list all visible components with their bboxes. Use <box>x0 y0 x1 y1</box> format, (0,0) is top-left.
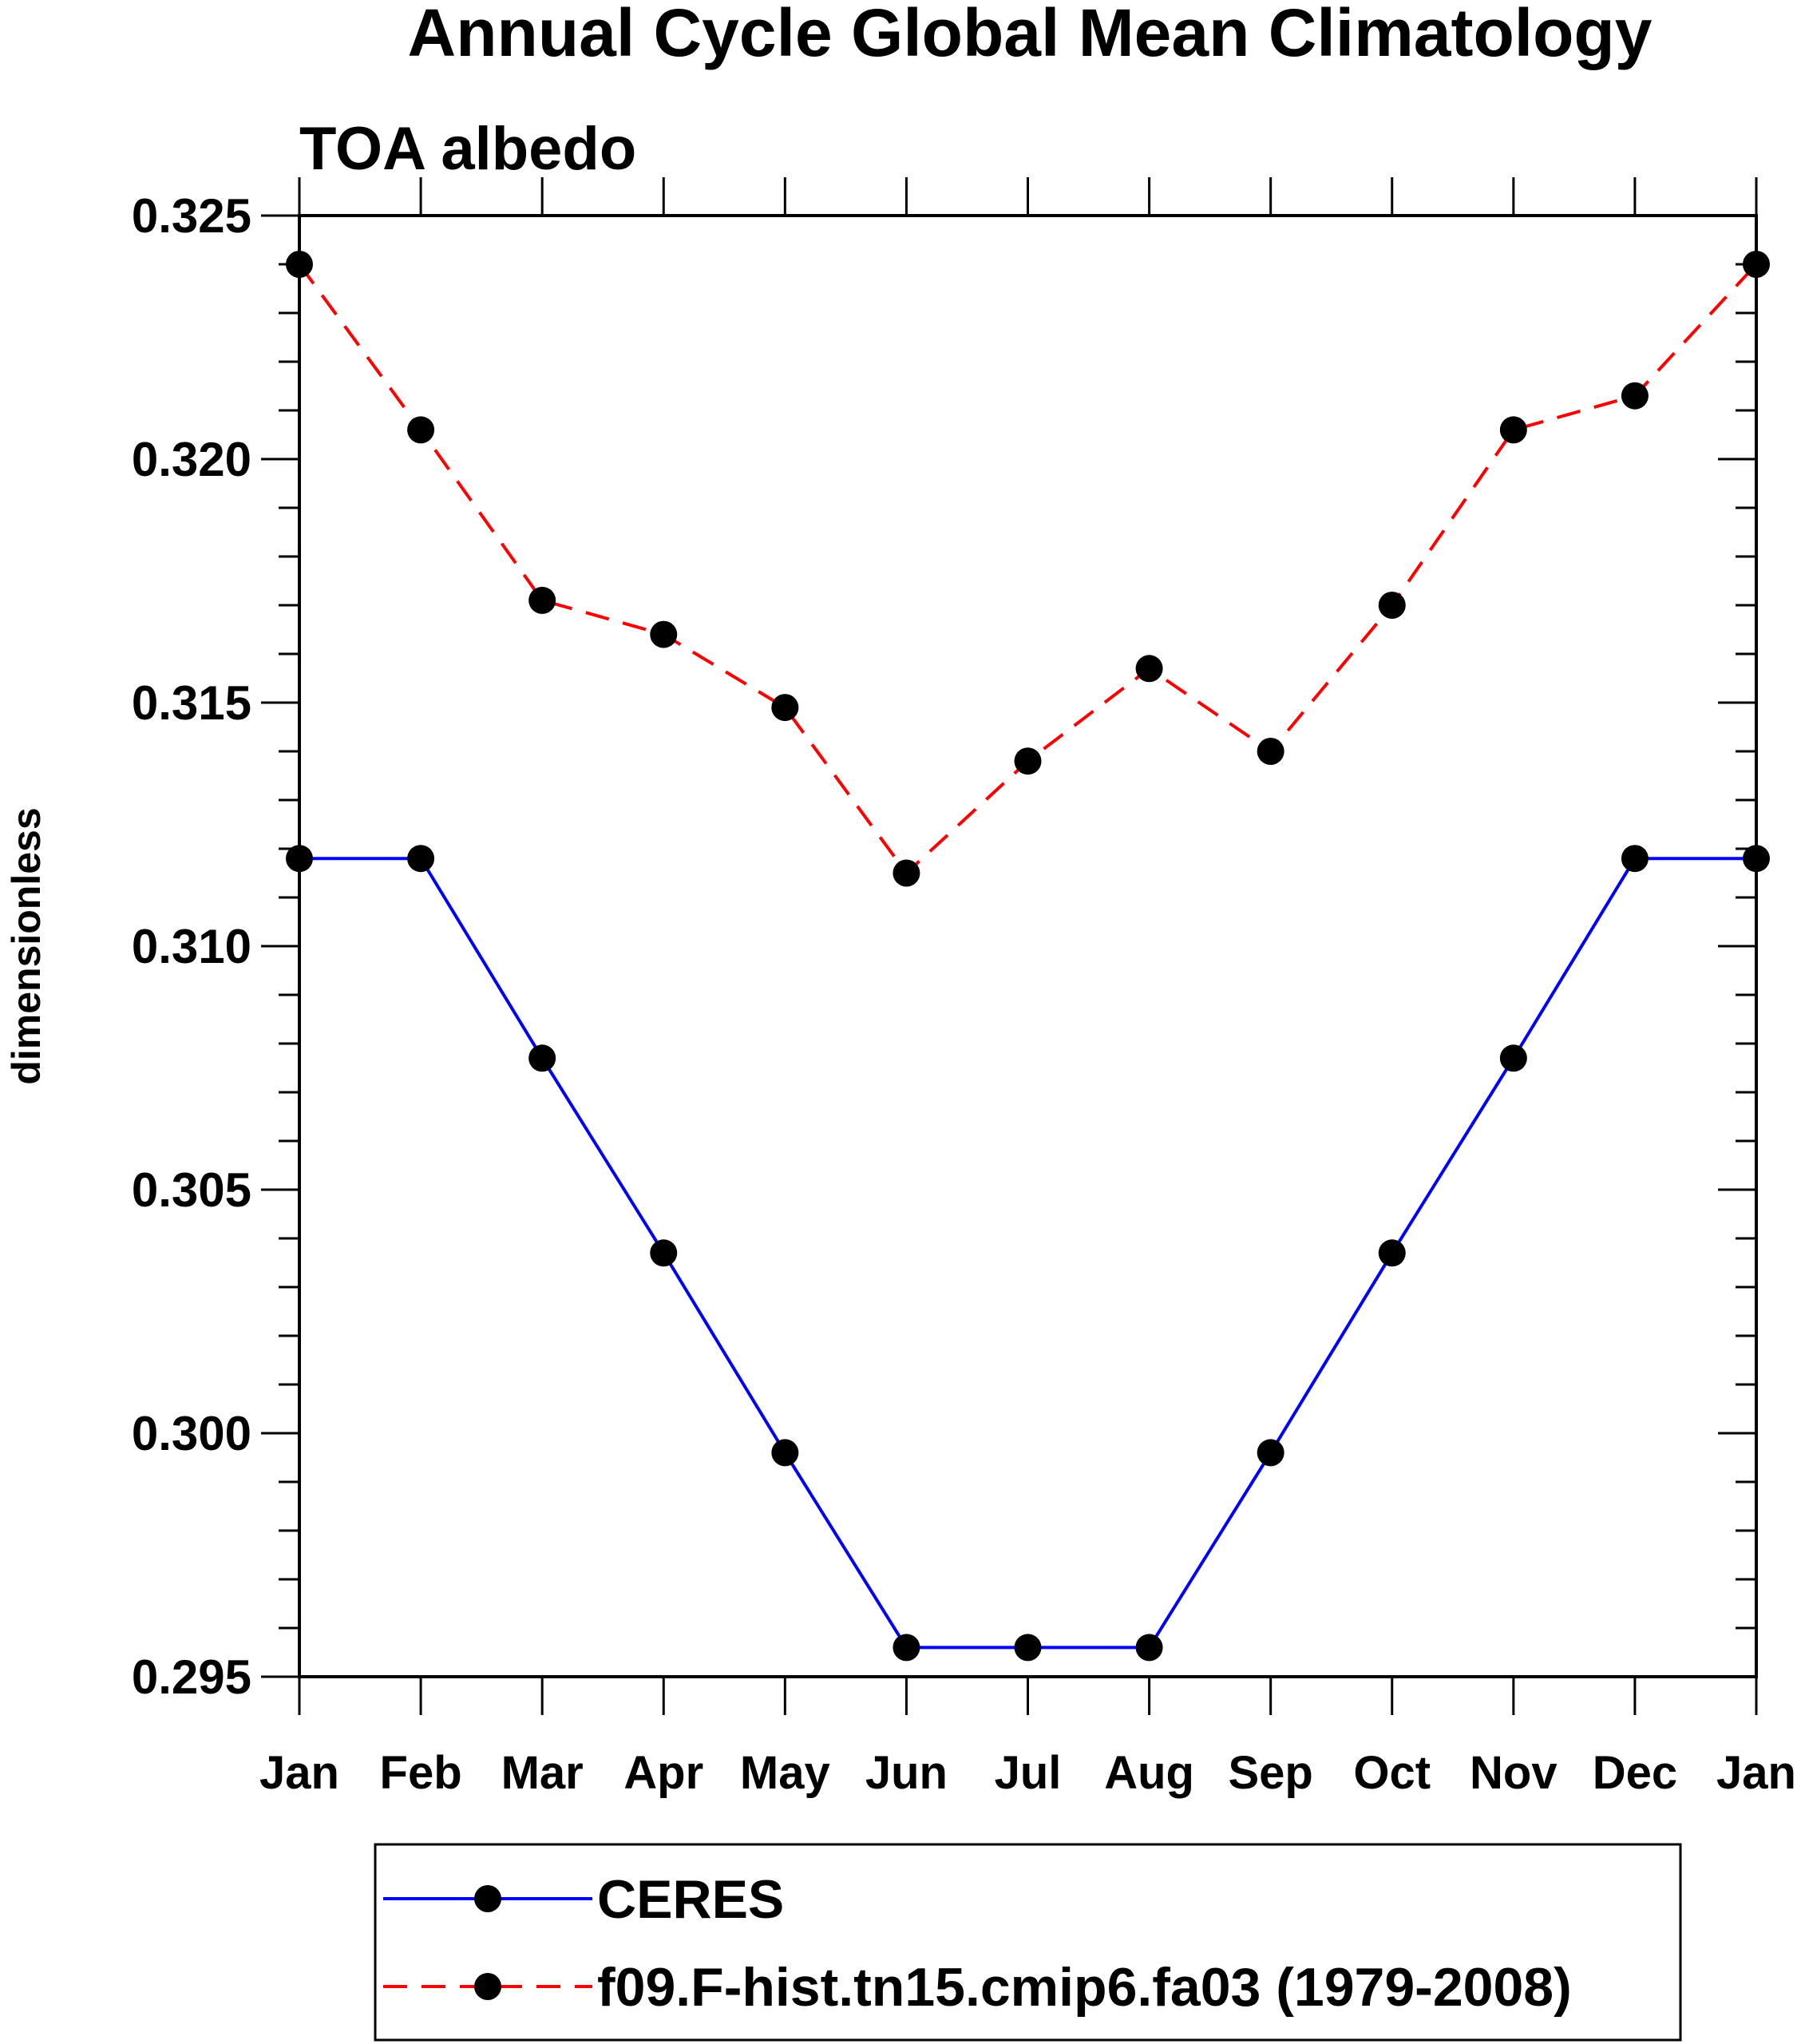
model-point <box>893 859 920 887</box>
x-tick-label: Aug <box>1104 1747 1194 1799</box>
x-tick-label: Jan <box>259 1747 339 1799</box>
plot-frame <box>298 214 1758 1678</box>
x-tick-label: Dec <box>1593 1747 1677 1799</box>
ceres-point <box>1621 845 1649 873</box>
chart-title: Annual Cycle Global Mean Climatology <box>408 0 1653 70</box>
axis-ticks <box>261 177 1758 1715</box>
x-tick-label: Sep <box>1228 1747 1312 1799</box>
ceres-line <box>299 857 1756 1650</box>
x-tick-label: Jun <box>865 1747 948 1799</box>
ceres-point <box>650 1239 678 1267</box>
x-tick-label: Jul <box>995 1747 1062 1799</box>
series-lines <box>298 263 1758 1650</box>
model-point <box>1014 747 1042 775</box>
y-tick-labels: 0.295 0.300 0.305 0.310 0.315 0.320 0.325 <box>132 189 251 1704</box>
ceres-point <box>1257 1439 1284 1467</box>
y-tick-label: 0.300 <box>132 1407 251 1460</box>
model-point <box>1378 592 1406 619</box>
chart-subtitle: TOA albedo <box>299 115 636 183</box>
legend-ceres-marker <box>474 1885 501 1912</box>
ceres-point <box>1014 1634 1042 1662</box>
x-tick-label: Feb <box>380 1747 462 1799</box>
y-axis-label: dimensionless <box>4 807 49 1084</box>
legend-box <box>374 1843 1682 2042</box>
x-tick-label: May <box>740 1747 830 1799</box>
x-tick-label: Mar <box>501 1747 584 1799</box>
model-point <box>1621 382 1649 410</box>
legend-ceres-label: CERES <box>597 1869 784 1930</box>
model-point <box>1257 738 1284 765</box>
ceres-point <box>1499 1044 1527 1072</box>
model-point <box>650 620 678 648</box>
model-point <box>1135 655 1163 683</box>
ceres-point <box>1378 1239 1406 1267</box>
ceres-point <box>528 1044 556 1072</box>
model-point <box>1499 416 1527 444</box>
ceres-point <box>771 1439 799 1467</box>
x-tick-label: Oct <box>1353 1747 1431 1799</box>
y-tick-label: 0.305 <box>132 1163 251 1217</box>
ceres-point <box>407 845 435 873</box>
legend: CERES f09.F-hist.tn15.cmip6.fa03 (1979-2… <box>374 1843 1682 2042</box>
x-tick-label: Nov <box>1470 1747 1558 1799</box>
legend-model-label: f09.F-hist.tn15.cmip6.fa03 (1979-2008) <box>597 1957 1572 2018</box>
ceres-point <box>893 1634 920 1662</box>
y-tick-label: 0.315 <box>132 676 251 730</box>
y-tick-label: 0.325 <box>132 189 251 243</box>
model-point <box>407 416 435 444</box>
ceres-point <box>1135 1634 1163 1662</box>
model-point <box>771 694 799 722</box>
x-tick-label: Apr <box>623 1747 703 1799</box>
y-tick-label: 0.320 <box>132 433 251 486</box>
model-point <box>528 586 556 614</box>
series-points <box>286 251 1770 1662</box>
x-tick-labels: Jan Feb Mar Apr May Jun Jul Aug Sep Oct Nov Dec Jan <box>259 1747 1796 1799</box>
model-line <box>298 263 1758 876</box>
y-tick-label: 0.295 <box>132 1650 251 1704</box>
x-tick-label: Jan <box>1716 1747 1796 1799</box>
legend-model-marker <box>474 1973 501 2000</box>
y-tick-label: 0.310 <box>132 920 251 973</box>
